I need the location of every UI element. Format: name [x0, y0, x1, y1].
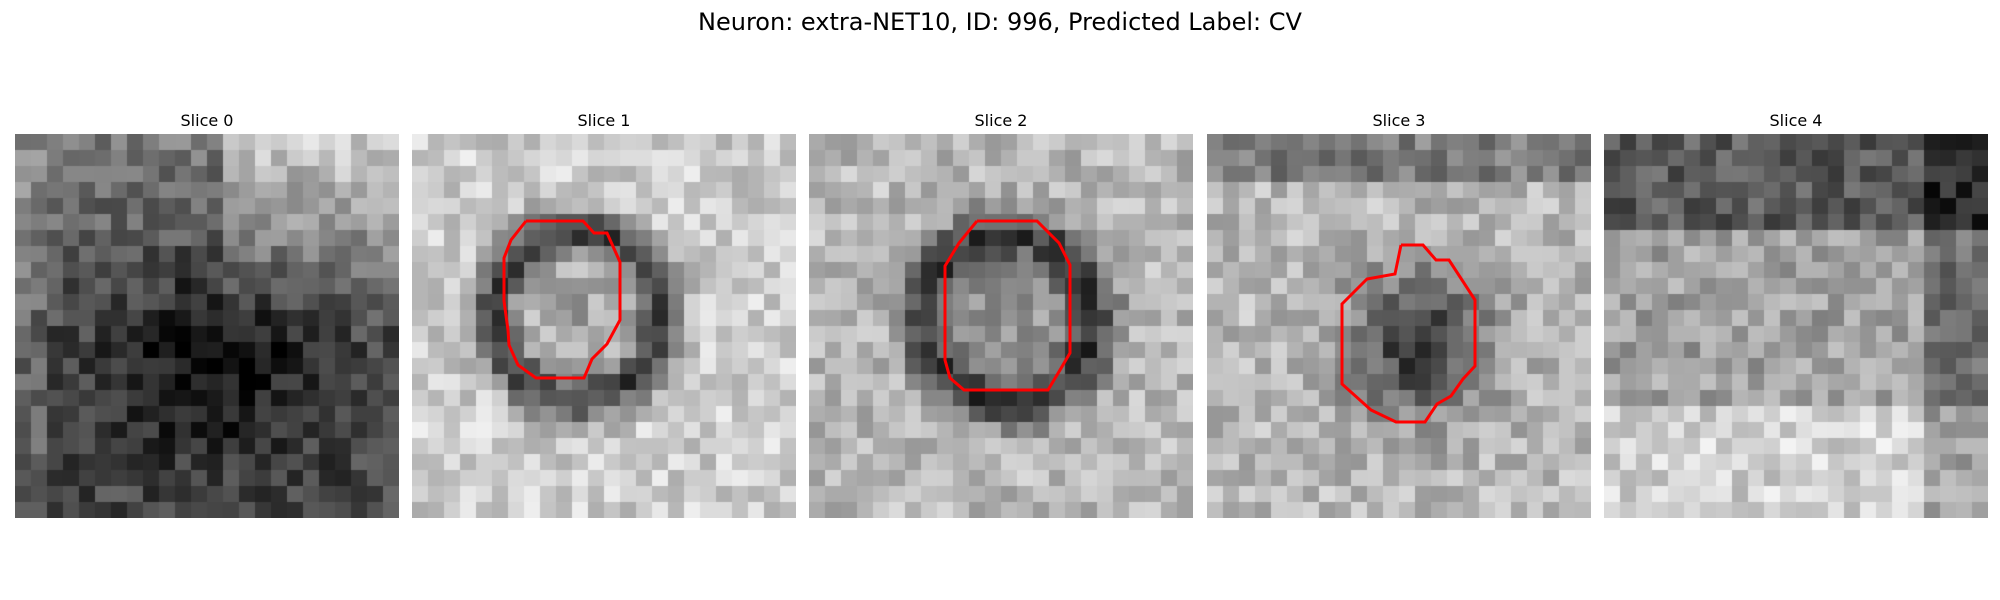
slice-image — [412, 134, 796, 518]
slice-image — [1604, 134, 1988, 518]
slice-panel-4: Slice 4 — [1604, 108, 1988, 518]
slice-panel-1: Slice 1 — [412, 108, 796, 518]
figure-title: Neuron: extra-NET10, ID: 996, Predicted … — [0, 8, 2000, 36]
slice-image — [1207, 134, 1591, 518]
slice-title: Slice 4 — [1604, 108, 1988, 134]
slice-panel-3: Slice 3 — [1207, 108, 1591, 518]
slice-title: Slice 3 — [1207, 108, 1591, 134]
slice-title: Slice 1 — [412, 108, 796, 134]
slice-image — [15, 134, 399, 518]
slice-title: Slice 2 — [809, 108, 1193, 134]
slice-panel-2: Slice 2 — [809, 108, 1193, 518]
slice-panel-0: Slice 0 — [15, 108, 399, 518]
slice-image — [809, 134, 1193, 518]
slice-title: Slice 0 — [15, 108, 399, 134]
